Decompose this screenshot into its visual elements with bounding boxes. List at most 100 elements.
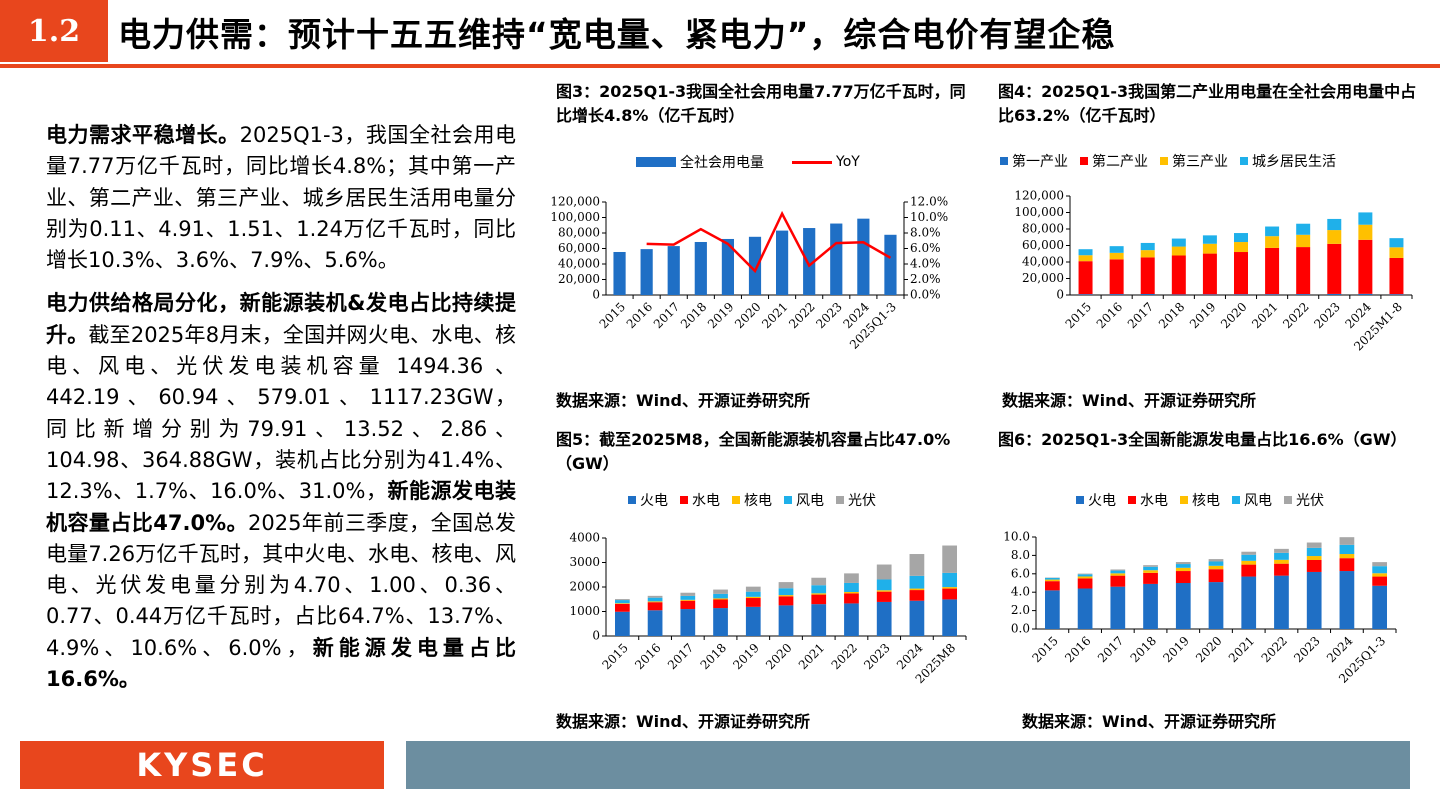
y2-tick-label: 6.0% [910, 241, 941, 255]
bar-光伏 [876, 564, 892, 580]
bar-水电 [876, 591, 892, 602]
x-tick-label: 2018 [1156, 300, 1187, 331]
x-tick-label: 2020 [1193, 634, 1224, 665]
y-tick-label: 120,000 [550, 195, 600, 209]
fig3-legend-bar: 全社会用电量 [636, 152, 764, 172]
x-tick-label: 2016 [632, 641, 663, 672]
y-tick-label: 4000 [569, 531, 600, 545]
legend-label: 水电 [1140, 493, 1168, 509]
legend-item: 风电 [784, 490, 824, 510]
bar-核电 [680, 599, 696, 601]
bar-核电 [647, 601, 663, 603]
page-title: 电力供需：预计十五五维持“宽电量、紧电力”，综合电价有望企稳 [118, 15, 1116, 54]
x-tick-label: 2021 [1226, 634, 1257, 665]
bar-水电 [1077, 578, 1093, 589]
header-divider [0, 64, 1440, 68]
bar-火电 [1143, 583, 1158, 629]
paragraph-demand-heading: 电力需求平稳增长。 [46, 123, 240, 147]
bar-第一产业 [1296, 294, 1311, 295]
bar-光伏 [1110, 569, 1126, 571]
legend-swatch [1284, 496, 1292, 504]
fig4-legend: 第一产业 第二产业 第三产业 城乡居民生活 [1000, 151, 1336, 171]
bar-火电 [1045, 590, 1060, 629]
bar-水电 [1306, 560, 1322, 572]
legend-label: 城乡居民生活 [1252, 154, 1336, 170]
y-tick-label: 60,000 [558, 241, 600, 255]
bar-城乡居民生活 [1202, 235, 1217, 244]
section-number-badge: 1.2 [0, 0, 108, 62]
legend-label: 第一产业 [1012, 154, 1068, 170]
fig3-legend-line-label: YoY [836, 154, 860, 170]
bar-第二产业 [1109, 259, 1124, 295]
y2-tick-label: 12.0% [910, 195, 948, 209]
bar-光伏 [680, 592, 696, 596]
bar-光伏 [1208, 559, 1224, 562]
yoy-line [646, 210, 892, 274]
bar-光伏 [811, 577, 827, 586]
bar-核电 [1274, 559, 1289, 564]
x-tick-label: 2021 [759, 300, 790, 331]
y-tick-label: 3000 [569, 555, 600, 569]
fig5-source: 数据来源：Wind、开源证券研究所 [556, 712, 810, 731]
legend-swatch [1240, 157, 1248, 165]
bar-全社会用电量 [775, 230, 789, 295]
bar-火电 [811, 604, 827, 636]
x-tick-label: 2018 [1128, 634, 1159, 665]
bar-核电 [1241, 560, 1257, 565]
bar-第一产业 [1327, 293, 1342, 295]
y-tick-label: 6.0 [1011, 566, 1030, 580]
bar-风电 [778, 588, 794, 596]
paragraph-supply: 电力供给格局分化，新能源装机&发电占比持续提升。截至2025年8月末，全国并网火… [46, 288, 516, 695]
legend-label: 风电 [796, 493, 824, 509]
bar-核电 [745, 596, 761, 599]
bar-第一产业 [1078, 294, 1093, 295]
bar-第二产业 [1296, 247, 1311, 295]
y-tick-label: 10.0 [1003, 530, 1030, 544]
bar-火电 [1241, 576, 1257, 629]
paragraph-supply-text-2: 2025年前三季度，全国总发电量7.26万亿千瓦时，其中火电、水电、核电、风电、… [46, 510, 516, 660]
bar-城乡居民生活 [1296, 223, 1311, 235]
bar-第三产业 [1265, 236, 1280, 248]
y2-tick-label: 0.0% [910, 288, 941, 302]
bar-第三产业 [1389, 247, 1404, 258]
bar-第二产业 [1234, 252, 1248, 295]
bar-核电 [811, 593, 827, 595]
bar-第二产业 [1265, 247, 1280, 295]
bar-水电 [1110, 575, 1126, 587]
bar-风电 [713, 593, 728, 599]
bar-光伏 [1077, 573, 1093, 575]
bar-火电 [876, 601, 892, 636]
fig4-chart: 0 20,000 40,000 60,000 80,000 100,000 120,000 2… [1014, 189, 1413, 354]
y-tick-label: 1000 [569, 604, 600, 618]
paragraph-supply-highlight-2: 新能源发电量占比16.6%。 [46, 635, 516, 692]
bar-第一产业 [1389, 294, 1404, 295]
y-tick-label: 2.0 [1011, 603, 1030, 617]
legend-label: 核电 [1192, 493, 1220, 509]
bar-核电 [844, 591, 859, 594]
bar-城乡居民生活 [1140, 242, 1155, 251]
y-tick-label: 40,000 [1022, 255, 1064, 269]
x-tick-label: 2020 [1218, 300, 1249, 331]
bar-风电 [844, 582, 859, 592]
bar-全社会用电量 [857, 218, 870, 295]
legend-item: 第三产业 [1160, 151, 1228, 171]
bar-第二产业 [1140, 257, 1155, 295]
bar-火电 [615, 611, 630, 636]
bar-第三产业 [1109, 252, 1124, 260]
x-tick-label: 2016 [624, 300, 655, 331]
bar-第一产业 [1202, 294, 1217, 295]
bar-核电 [942, 587, 957, 589]
x-tick-label: 2020 [763, 641, 794, 672]
legend-swatch [836, 496, 844, 504]
x-tick-label: 2019 [1187, 300, 1218, 331]
legend-swatch [680, 496, 688, 504]
legend-label: 第二产业 [1092, 154, 1148, 170]
fig6-source: 数据来源：Wind、开源证券研究所 [1022, 712, 1276, 731]
legend-swatch [732, 496, 740, 504]
x-tick-label: 2023 [1291, 634, 1322, 665]
bar-火电 [1208, 582, 1224, 629]
bar-光伏 [713, 589, 728, 594]
fig6-title: 图6：2025Q1-3全国新能源发电量占比16.6%（GW） [998, 430, 1407, 449]
legend-swatch [1080, 157, 1088, 165]
bar-风电 [876, 579, 892, 591]
